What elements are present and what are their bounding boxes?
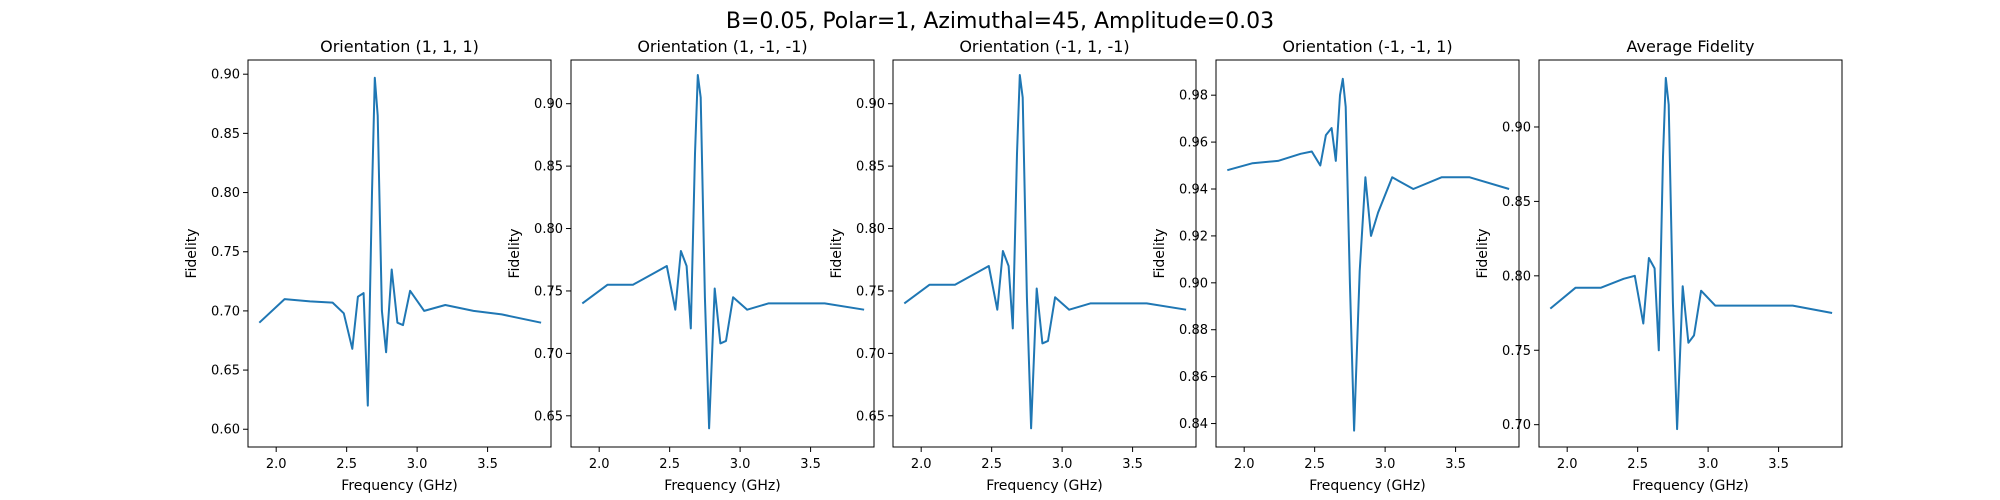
y-axis-label: Fidelity bbox=[184, 229, 200, 279]
y-tick-label: 0.90 bbox=[1502, 120, 1531, 135]
x-tick-label: 2.5 bbox=[1627, 457, 1648, 472]
series-line bbox=[581, 74, 865, 430]
y-tick-label: 0.98 bbox=[1179, 89, 1208, 104]
plot-frame bbox=[1538, 59, 1843, 448]
y-tick-label: 0.94 bbox=[1179, 183, 1208, 198]
subplot-title: Average Fidelity bbox=[1627, 37, 1755, 56]
x-tick-label: 2.5 bbox=[336, 457, 357, 472]
subplot-title: Orientation (1, -1, -1) bbox=[637, 37, 807, 56]
y-tick-label: 0.86 bbox=[1179, 370, 1208, 385]
series-line bbox=[1227, 77, 1510, 432]
subplot-2: 2.0 2.5 3.0 3.5 0.65 0.70 0.75 0.80 0.85 0.90 Orie… bbox=[507, 37, 875, 494]
y-tick-label: 0.85 bbox=[856, 160, 885, 175]
x-tick-label: 3.0 bbox=[1698, 457, 1719, 472]
y-tick-label: 0.90 bbox=[1179, 276, 1208, 291]
subplot-title: Orientation (-1, -1, 1) bbox=[1282, 37, 1452, 56]
x-axis-label: Frequency (GHz) bbox=[664, 478, 780, 494]
x-tick-label: 3.5 bbox=[1445, 457, 1466, 472]
x-tick-label: 3.5 bbox=[800, 457, 821, 472]
y-tick-label: 0.90 bbox=[534, 97, 563, 112]
x-tick-label: 2.0 bbox=[911, 457, 932, 472]
y-tick-label: 0.70 bbox=[211, 304, 240, 319]
subplot-4: 2.0 2.5 3.0 3.5 0.84 0.86 0.88 0.90 0.92 0.94 0.96… bbox=[1152, 37, 1520, 494]
series-line bbox=[903, 74, 1187, 430]
x-axis-label: Frequency (GHz) bbox=[341, 478, 457, 494]
x-axis-label: Frequency (GHz) bbox=[1309, 478, 1425, 494]
y-tick-label: 0.84 bbox=[1179, 417, 1208, 432]
figure-suptitle: B=0.05, Polar=1, Azimuthal=45, Amplitude… bbox=[726, 9, 1274, 34]
y-tick-label: 0.65 bbox=[534, 409, 563, 424]
x-tick-label: 2.5 bbox=[659, 457, 680, 472]
y-tick-label: 0.70 bbox=[534, 347, 563, 362]
y-axis-label: Fidelity bbox=[1475, 229, 1491, 279]
x-tick-label: 2.5 bbox=[1304, 457, 1325, 472]
y-tick-label: 0.70 bbox=[856, 347, 885, 362]
y-tick-label: 0.65 bbox=[856, 409, 885, 424]
y-tick-label: 0.70 bbox=[1502, 418, 1531, 433]
y-tick-label: 0.85 bbox=[211, 127, 240, 142]
y-axis-label: Fidelity bbox=[507, 229, 523, 279]
y-axis-label: Fidelity bbox=[1152, 229, 1168, 279]
x-tick-label: 3.5 bbox=[477, 457, 498, 472]
x-tick-label: 2.5 bbox=[981, 457, 1002, 472]
y-tick-label: 0.60 bbox=[211, 423, 240, 438]
x-axis-label: Frequency (GHz) bbox=[986, 478, 1102, 494]
x-axis-label: Frequency (GHz) bbox=[1632, 478, 1748, 494]
y-tick-label: 0.80 bbox=[1502, 269, 1531, 284]
x-tick-label: 3.0 bbox=[1375, 457, 1396, 472]
x-tick-label: 3.0 bbox=[407, 457, 428, 472]
subplot-3: 2.0 2.5 3.0 3.5 0.65 0.70 0.75 0.80 0.85 0.90 Orie… bbox=[829, 37, 1197, 494]
y-tick-label: 0.75 bbox=[534, 284, 563, 299]
subplot-title: Orientation (-1, 1, -1) bbox=[959, 37, 1129, 56]
subplots: 2.0 2.5 3.0 3.5 0.60 0.65 0.70 0.75 0.80 0.85 0.90… bbox=[184, 37, 1843, 494]
y-tick-label: 0.80 bbox=[856, 222, 885, 237]
plot-frame bbox=[570, 59, 875, 448]
y-tick-label: 0.80 bbox=[211, 186, 240, 201]
y-tick-label: 0.88 bbox=[1179, 323, 1208, 338]
x-tick-label: 3.0 bbox=[730, 457, 751, 472]
series-line bbox=[1549, 76, 1833, 431]
subplot-1: 2.0 2.5 3.0 3.5 0.60 0.65 0.70 0.75 0.80 0.85 0.90… bbox=[184, 37, 552, 494]
x-tick-label: 2.0 bbox=[1557, 457, 1578, 472]
plot-frame bbox=[892, 59, 1197, 448]
y-tick-label: 0.96 bbox=[1179, 136, 1208, 151]
plot-frame bbox=[1215, 59, 1520, 448]
y-tick-label: 0.90 bbox=[856, 97, 885, 112]
x-tick-label: 3.5 bbox=[1768, 457, 1789, 472]
y-tick-label: 0.80 bbox=[534, 222, 563, 237]
y-tick-label: 0.85 bbox=[1502, 195, 1531, 210]
y-tick-label: 0.65 bbox=[211, 364, 240, 379]
y-tick-label: 0.92 bbox=[1179, 229, 1208, 244]
x-tick-label: 2.0 bbox=[589, 457, 610, 472]
x-tick-label: 3.0 bbox=[1052, 457, 1073, 472]
subplot-5: 2.0 2.5 3.0 3.5 0.70 0.75 0.80 0.85 0.90 Average … bbox=[1475, 37, 1843, 494]
y-axis-label: Fidelity bbox=[829, 229, 845, 279]
series-line bbox=[258, 76, 542, 407]
subplot-title: Orientation (1, 1, 1) bbox=[320, 37, 479, 56]
plot-frame bbox=[247, 59, 552, 448]
y-tick-label: 0.75 bbox=[1502, 344, 1531, 359]
y-tick-label: 0.90 bbox=[211, 68, 240, 83]
x-tick-label: 2.0 bbox=[1234, 457, 1255, 472]
y-tick-label: 0.75 bbox=[856, 284, 885, 299]
y-tick-label: 0.75 bbox=[211, 245, 240, 260]
y-tick-label: 0.85 bbox=[534, 160, 563, 175]
x-tick-label: 3.5 bbox=[1122, 457, 1143, 472]
x-tick-label: 2.0 bbox=[266, 457, 287, 472]
